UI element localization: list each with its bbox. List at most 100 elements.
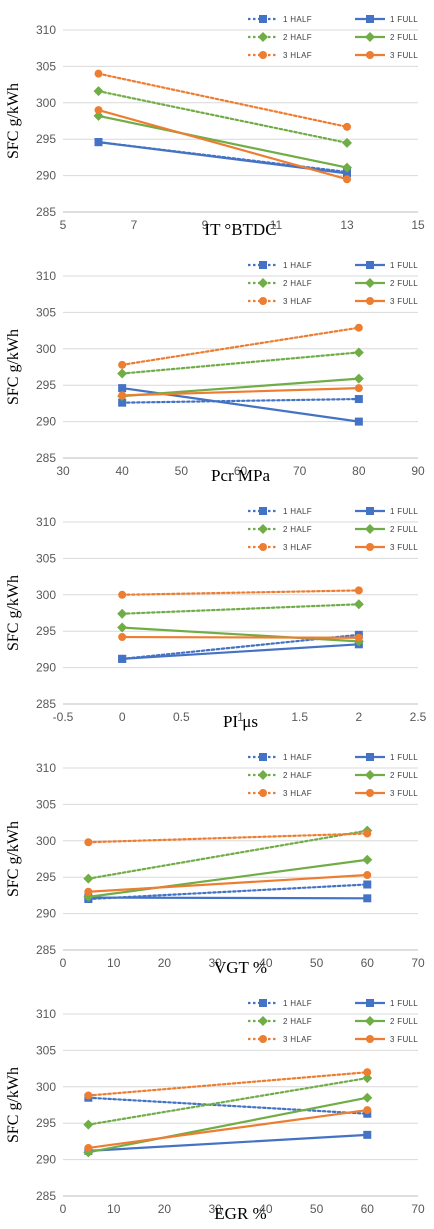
x-tick-label: 50	[175, 464, 189, 478]
x-tick-label: 10	[107, 956, 121, 970]
x-tick-label: 70	[411, 1202, 425, 1216]
data-point	[362, 1073, 373, 1084]
data-point	[354, 586, 363, 595]
x-tick-label: 10	[107, 1202, 121, 1216]
data-point	[94, 106, 103, 115]
y-tick-label: 285	[36, 451, 56, 465]
legend-marker	[365, 32, 375, 42]
x-tick-label: 70	[411, 956, 425, 970]
data-point	[343, 175, 351, 184]
legend-item: 2 FULL	[355, 278, 418, 288]
y-tick-label: 295	[36, 624, 56, 638]
legend-label: 2 FULL	[390, 771, 418, 780]
data-point	[362, 1092, 373, 1103]
series-3-hlaf	[94, 69, 351, 131]
data-point	[342, 162, 352, 173]
legend-label: 1 FULL	[390, 15, 418, 24]
legend-item: 2 FULL	[355, 770, 418, 780]
x-tick-label: 50	[310, 956, 324, 970]
y-tick-label: 290	[36, 169, 56, 183]
y-axis-title: SFC g/kWh	[5, 83, 22, 159]
data-point	[118, 391, 127, 400]
sfc-chart-5: 285 290 295 300 305 310 0 10 20 30 40 50 60 70 EGR % SF…	[5, 999, 425, 1223]
legend-item: 3 HLAF	[248, 1035, 312, 1044]
x-tick-label: 50	[310, 1202, 324, 1216]
y-tick-label: 300	[36, 342, 56, 356]
legend-marker	[366, 753, 374, 761]
data-point	[363, 829, 372, 838]
legend: 1 HALF 1 FULL 2 HALF 2 FULL 3 HLAF 3 FULL	[248, 753, 418, 798]
legend-item: 1 FULL	[355, 15, 418, 24]
y-tick-label: 285	[36, 943, 56, 957]
y-tick-label: 295	[36, 1116, 56, 1130]
legend-marker	[259, 789, 267, 797]
legend-label: 1 FULL	[390, 999, 418, 1008]
series-line	[121, 626, 360, 643]
series-2-full	[117, 373, 364, 402]
legend-item: 3 FULL	[355, 51, 418, 60]
x-tick-label: 0	[60, 1202, 67, 1216]
legend-marker	[366, 789, 374, 797]
data-point	[84, 838, 93, 847]
data-point	[84, 1143, 93, 1152]
series-2-half	[83, 1073, 373, 1130]
legend-label: 1 HALF	[283, 753, 312, 762]
data-point	[84, 887, 93, 896]
series-line	[87, 829, 369, 880]
y-tick-label: 300	[36, 1080, 56, 1094]
legend-label: 3 HLAF	[283, 297, 312, 306]
y-tick-label: 295	[36, 132, 56, 146]
legend-label: 3 HLAF	[283, 1035, 312, 1044]
data-point	[117, 368, 128, 379]
series-2-full	[93, 110, 352, 173]
series-line	[87, 896, 369, 900]
x-tick-label: 1	[237, 710, 244, 724]
x-tick-label: 9	[202, 218, 209, 232]
legend-marker	[366, 51, 374, 59]
legend-marker	[259, 1035, 267, 1043]
data-point	[363, 1130, 372, 1139]
legend-label: 1 FULL	[390, 261, 418, 270]
x-tick-label: 15	[411, 218, 425, 232]
data-point	[363, 894, 372, 903]
legend-item: 1 HALF	[248, 753, 312, 762]
legend-label: 3 HLAF	[283, 543, 312, 552]
legend-label: 2 FULL	[390, 525, 418, 534]
legend-label: 1 FULL	[390, 507, 418, 516]
x-tick-label: 90	[411, 464, 425, 478]
data-point	[83, 873, 94, 884]
data-point	[354, 395, 363, 404]
legend-marker	[366, 15, 374, 23]
data-point	[83, 1119, 94, 1130]
legend-marker	[365, 278, 375, 288]
series-3-hlaf	[84, 829, 372, 847]
legend-marker	[258, 524, 268, 534]
legend-item: 2 HALF	[248, 524, 312, 534]
data-point	[118, 633, 127, 642]
data-point	[363, 1106, 372, 1115]
y-tick-label: 290	[36, 661, 56, 675]
x-tick-label: 20	[158, 956, 172, 970]
legend-marker	[365, 770, 375, 780]
series-3-full	[118, 633, 363, 642]
y-tick-label: 295	[36, 378, 56, 392]
legend-item: 3 FULL	[355, 297, 418, 306]
series-line	[121, 635, 360, 639]
legend-item: 1 FULL	[355, 261, 418, 270]
y-axis-title: SFC g/kWh	[5, 1067, 22, 1143]
legend-item: 3 FULL	[355, 1035, 418, 1044]
series-line	[121, 351, 360, 375]
y-tick-label: 310	[36, 515, 56, 529]
data-point	[354, 323, 363, 332]
sfc-chart-1: 285 290 295 300 305 310 5 7 9 11 13 15 IT °BTDC SFC g…	[5, 15, 425, 239]
data-point	[363, 871, 372, 880]
legend-label: 2 FULL	[390, 1017, 418, 1026]
legend-item: 1 FULL	[355, 999, 418, 1008]
y-axis-title: SFC g/kWh	[5, 575, 22, 651]
legend-marker	[259, 51, 267, 59]
series-3-hlaf	[118, 586, 363, 599]
legend: 1 HALF 1 FULL 2 HALF 2 FULL 3 HLAF 3 FULL	[248, 15, 418, 60]
y-tick-label: 310	[36, 23, 56, 37]
data-point	[118, 398, 127, 407]
series-2-half	[93, 86, 352, 148]
